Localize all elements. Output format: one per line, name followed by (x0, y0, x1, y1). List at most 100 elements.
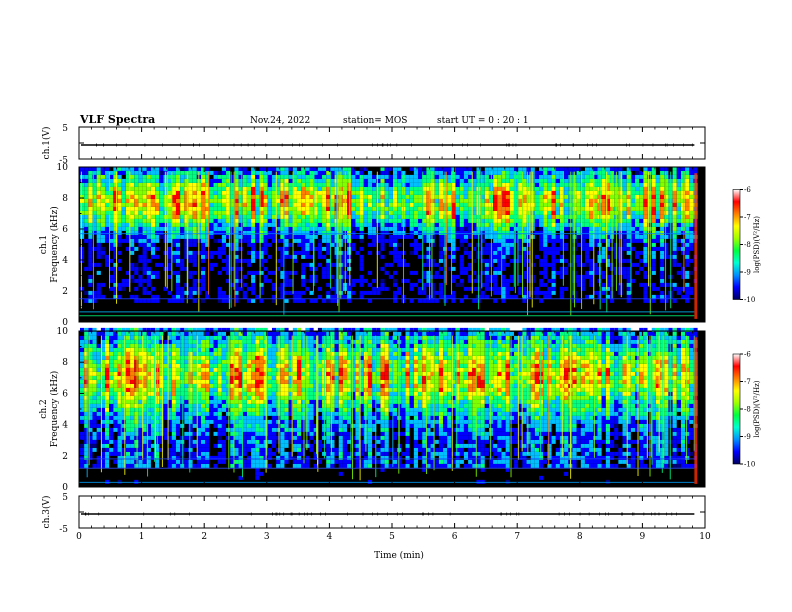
psd-cell (459, 282, 464, 287)
psd-cell (167, 383, 172, 388)
psd-cell (689, 226, 694, 231)
psd-cell (271, 186, 277, 191)
psd-cell (109, 339, 114, 344)
psd-cell (380, 226, 385, 231)
psd-cell (580, 186, 585, 191)
psd-cell (88, 331, 93, 336)
psd-cell (180, 230, 185, 235)
psd-cell (514, 210, 519, 215)
psd-cell (593, 202, 598, 207)
psd-cell (259, 222, 264, 227)
psd-cell (192, 170, 197, 175)
psd-cell (142, 214, 147, 219)
psd-cell (92, 294, 97, 299)
psd-cell (184, 254, 189, 259)
psd-cell (418, 166, 423, 171)
psd-cell (242, 202, 247, 207)
psd-cell (121, 399, 126, 404)
psd-cell (559, 218, 565, 223)
psd-cell (463, 286, 469, 291)
psd-cell (672, 254, 677, 259)
psd-cell (601, 178, 606, 183)
psd-cell (159, 335, 164, 340)
psd-cell (92, 415, 97, 420)
psd-cell (138, 451, 143, 456)
psd-cell (680, 222, 686, 227)
psd-cell (80, 194, 85, 199)
psd-cell (347, 242, 352, 247)
psd-cell (88, 170, 93, 175)
psd-cell (217, 246, 222, 251)
psd-cell (209, 218, 214, 223)
psd-cell (639, 210, 644, 215)
psd-cell (246, 222, 252, 227)
psd-cell (297, 298, 302, 303)
psd-cell (418, 210, 423, 215)
psd-cell (468, 250, 473, 255)
psd-cell (288, 218, 293, 223)
psd-cell (589, 198, 594, 203)
psd-cell (543, 282, 548, 287)
psd-cell (188, 202, 193, 207)
psd-cell (100, 435, 105, 440)
psd-cell (271, 294, 277, 299)
psd-cell (451, 202, 456, 207)
psd-cell (96, 379, 101, 384)
psd-cell (105, 182, 110, 187)
psd-cell (363, 166, 368, 171)
psd-cell (142, 170, 147, 175)
psd-cell (459, 266, 464, 271)
psd-cell (100, 214, 105, 219)
psd-cell (447, 214, 452, 219)
psd-cell (284, 194, 289, 199)
psd-cell (518, 278, 523, 283)
psd-cell (564, 218, 569, 223)
psd-cell (547, 234, 552, 239)
psd-cell (146, 423, 151, 428)
psd-cell (251, 238, 256, 243)
psd-cell (514, 178, 519, 183)
psd-cell (121, 202, 126, 207)
psd-cell (96, 238, 101, 243)
psd-cell (589, 278, 594, 283)
psd-cell (146, 447, 151, 452)
psd-cell (167, 190, 172, 195)
psd-cell (175, 290, 181, 295)
psd-cell (409, 230, 414, 235)
psd-cell (384, 170, 389, 175)
psd-cell (418, 226, 423, 231)
psd-cell (505, 230, 510, 235)
psd-cell (109, 347, 114, 352)
psd-cell (393, 178, 398, 183)
psd-cell (647, 210, 652, 215)
psd-cell (205, 218, 210, 223)
psd-cell (121, 218, 126, 223)
psd-cell (497, 182, 502, 187)
psd-cell (276, 238, 281, 243)
psd-cell (142, 383, 147, 388)
psd-cell (234, 186, 239, 191)
psd-cell (100, 218, 105, 223)
psd-cell (626, 246, 631, 251)
psd-cell (117, 282, 122, 287)
psd-cell (175, 431, 181, 436)
psd-cell (259, 282, 264, 287)
psd-cell (163, 391, 168, 396)
psd-cell (113, 391, 118, 396)
psd-cell (105, 371, 110, 376)
psd-cell (367, 190, 373, 195)
psd-cell (305, 190, 310, 195)
psd-cell (138, 198, 143, 203)
psd-cell (171, 234, 176, 239)
psd-cell (109, 206, 114, 211)
psd-cell (221, 214, 227, 219)
psd-cell (305, 262, 310, 267)
psd-cell (514, 194, 519, 199)
psd-cell (593, 210, 598, 215)
psd-cell (639, 202, 644, 207)
psd-cell (175, 182, 181, 187)
psd-cell (384, 214, 389, 219)
psd-cell (150, 286, 156, 291)
psd-cell (150, 222, 156, 227)
psd-cell (92, 246, 97, 251)
